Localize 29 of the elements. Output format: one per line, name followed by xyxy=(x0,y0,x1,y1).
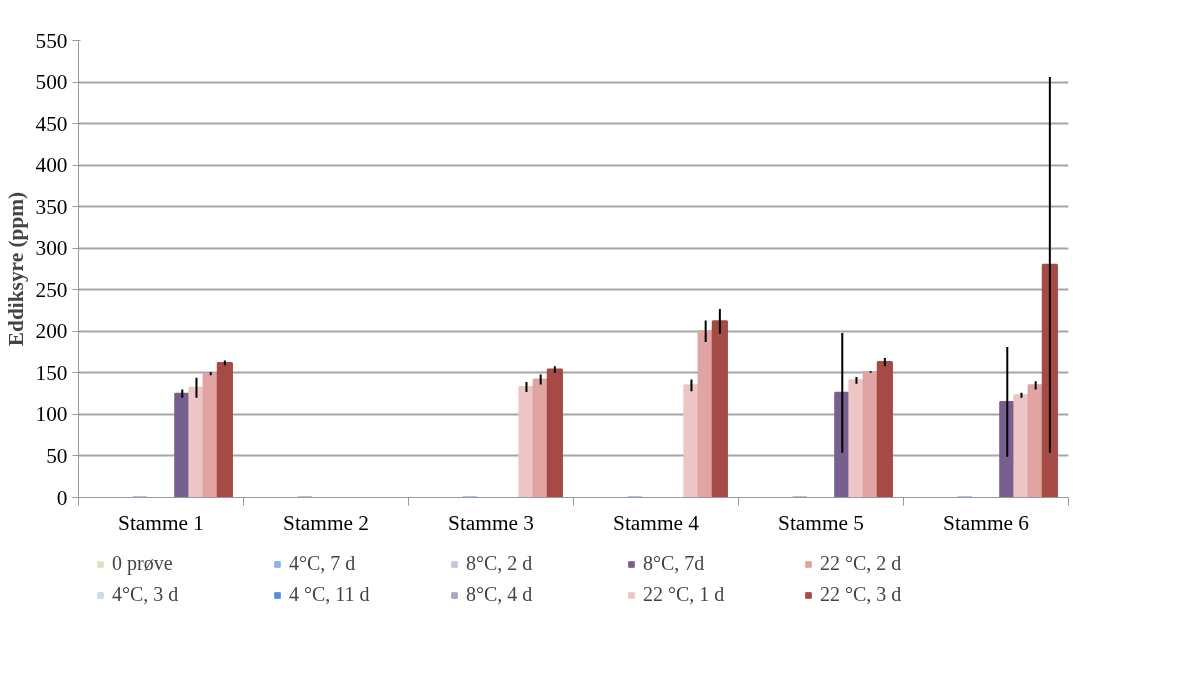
y-tick-label: 550 xyxy=(35,28,68,53)
x-tick-label: Stamme 6 xyxy=(943,510,1030,535)
legend-label: 22 °C, 3 d xyxy=(820,583,903,606)
y-tick-label: 0 xyxy=(56,485,68,510)
x-tick-label: Stamme 1 xyxy=(118,510,204,535)
legend-label: 22 °C, 1 d xyxy=(643,583,726,606)
y-tick-label: 450 xyxy=(35,111,68,136)
y-tick-label: 300 xyxy=(35,236,68,261)
legend-label: 4 °C, 11 d xyxy=(289,583,371,606)
y-tick-label: 100 xyxy=(35,402,68,427)
legend-label: 8°C, 7d xyxy=(643,552,706,575)
y-tick-label: 150 xyxy=(35,360,68,385)
legend-label: 8°C, 4 d xyxy=(466,583,534,606)
y-tick-label: 500 xyxy=(35,70,68,95)
y-axis-title: Eddiksyre (ppm) xyxy=(3,191,28,347)
y-tick-label: 350 xyxy=(35,194,68,219)
y-tick-label: 250 xyxy=(35,277,68,302)
x-tick-label: Stamme 5 xyxy=(778,510,864,535)
legend-label: 4°C, 7 d xyxy=(289,552,357,575)
legend-label: 0 prøve xyxy=(112,552,174,575)
legend-label: 4°C, 3 d xyxy=(112,583,180,606)
legend-label: 8°C, 2 d xyxy=(466,552,534,575)
x-tick-label: Stamme 2 xyxy=(283,510,369,535)
legend-label: 22 °C, 2 d xyxy=(820,552,903,575)
x-tick-label: Stamme 4 xyxy=(613,510,700,535)
y-tick-label: 400 xyxy=(35,153,68,178)
x-tick-label: Stamme 3 xyxy=(448,510,534,535)
y-tick-label: 200 xyxy=(35,319,68,344)
y-tick-label: 50 xyxy=(46,443,68,468)
